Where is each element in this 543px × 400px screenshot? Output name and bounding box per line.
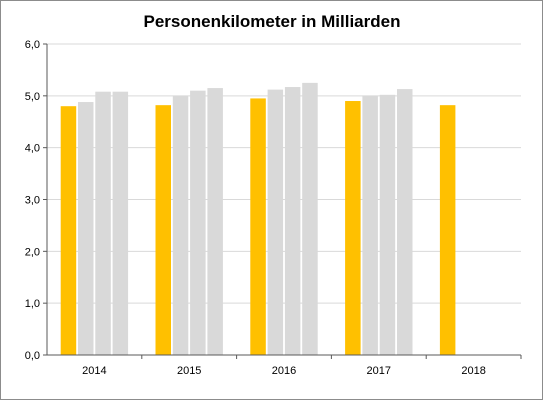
bar [95, 91, 111, 355]
bar [172, 95, 189, 355]
bars [60, 82, 456, 356]
chart-title: Personenkilometer in Milliarden [144, 12, 401, 31]
bar [250, 98, 266, 356]
bar [155, 105, 171, 355]
bar [439, 105, 456, 355]
x-tick-label: 2014 [82, 365, 106, 377]
bar [112, 91, 129, 355]
bar [284, 87, 301, 355]
bar [207, 88, 223, 355]
bar [190, 90, 206, 356]
bar [345, 101, 361, 356]
bar [379, 94, 396, 356]
x-tick-label: 2018 [461, 365, 485, 377]
bar [397, 89, 413, 355]
bar [362, 95, 378, 355]
y-tick-labels: 0,0 1,0 2,0 3,0 4,0 5,0 6,0 [25, 39, 40, 362]
y-tick-label: 2,0 [25, 246, 40, 258]
y-tick-label: 6,0 [25, 39, 40, 51]
x-tick-label: 2016 [272, 365, 296, 377]
bar [60, 106, 77, 355]
x-tick-label: 2015 [177, 365, 201, 377]
axes [43, 43, 522, 359]
y-tick-label: 4,0 [25, 143, 40, 155]
x-tick-label: 2017 [367, 365, 391, 377]
y-tick-label: 0,0 [25, 350, 40, 362]
y-tick-label: 5,0 [25, 91, 40, 103]
x-tick-labels: 2014 2015 2016 2017 2018 [82, 365, 486, 377]
bar [267, 89, 284, 355]
bar [78, 102, 94, 355]
y-tick-label: 1,0 [25, 298, 40, 310]
y-tick-label: 3,0 [25, 195, 40, 207]
bar [302, 82, 318, 355]
